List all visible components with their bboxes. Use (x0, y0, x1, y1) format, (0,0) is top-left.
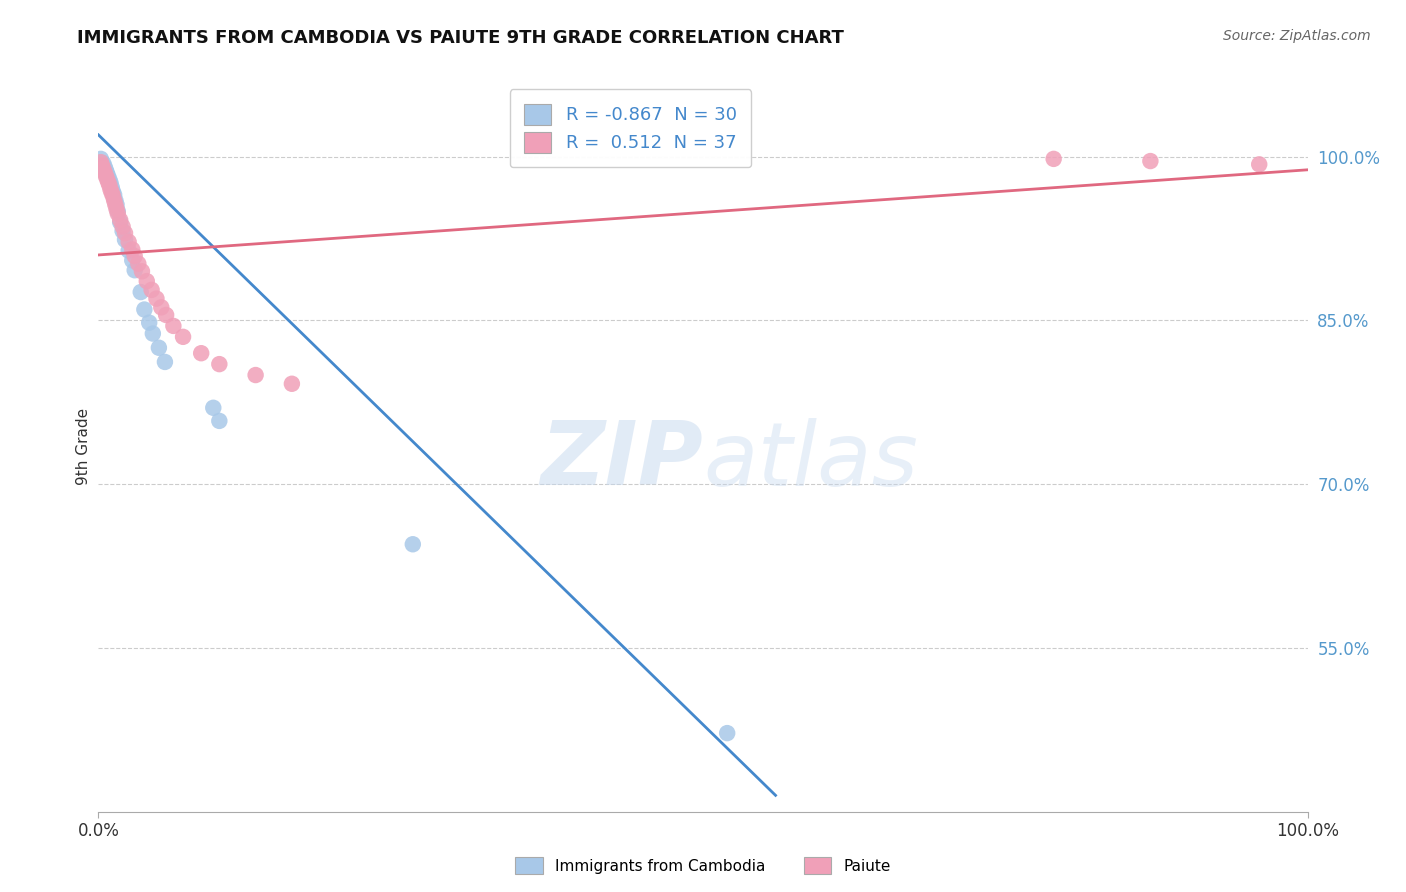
Point (111, 219, 134, 234)
Point (148, 341, 170, 355)
Text: ZIP: ZIP (540, 417, 703, 504)
Point (96, 171, 118, 186)
Point (108, 213, 131, 227)
Point (150, 301, 173, 315)
Point (96, 166, 118, 180)
Point (141, 283, 163, 297)
Point (190, 346, 212, 360)
Point (281, 376, 304, 391)
Point (91, 156, 114, 170)
Point (114, 233, 136, 247)
Point (100, 180, 122, 194)
Legend: Immigrants from Cambodia, Paiute: Immigrants from Cambodia, Paiute (509, 851, 897, 880)
Point (105, 198, 128, 212)
Point (104, 198, 127, 212)
Point (100, 176, 122, 190)
Point (208, 357, 231, 371)
Point (114, 226, 136, 240)
Point (101, 185, 124, 199)
Point (145, 292, 167, 306)
Point (153, 355, 176, 369)
Y-axis label: 9th Grade: 9th Grade (76, 408, 91, 484)
Point (101, 189, 124, 203)
Text: atlas: atlas (703, 417, 918, 504)
Legend: R = -0.867  N = 30, R =  0.512  N = 37: R = -0.867 N = 30, R = 0.512 N = 37 (510, 89, 751, 167)
Point (1249, 157, 1271, 171)
Point (121, 253, 143, 268)
Point (103, 194, 125, 208)
Point (134, 302, 156, 317)
Point (108, 215, 131, 229)
Point (105, 202, 128, 216)
Point (208, 414, 231, 428)
Point (107, 204, 129, 219)
Point (94, 168, 117, 182)
Point (103, 188, 125, 202)
Point (100, 186, 122, 200)
Point (97, 175, 120, 189)
Point (202, 401, 225, 415)
Point (245, 368, 267, 382)
Point (135, 274, 157, 288)
Point (93, 165, 115, 179)
Point (94, 162, 117, 177)
Point (129, 285, 152, 299)
Point (97, 169, 120, 184)
Point (402, 537, 425, 551)
Text: IMMIGRANTS FROM CAMBODIA VS PAIUTE 9TH GRADE CORRELATION CHART: IMMIGRANTS FROM CAMBODIA VS PAIUTE 9TH G… (77, 29, 844, 46)
Point (118, 235, 141, 249)
Point (127, 257, 149, 271)
Point (93, 160, 115, 174)
Point (90, 152, 112, 166)
Text: Source: ZipAtlas.com: Source: ZipAtlas.com (1223, 29, 1371, 43)
Point (138, 316, 160, 330)
Point (124, 263, 146, 277)
Point (107, 206, 129, 220)
Point (131, 264, 153, 278)
Point (111, 224, 134, 238)
Point (100, 182, 122, 196)
Point (142, 326, 165, 341)
Point (91, 158, 114, 172)
Point (155, 308, 177, 322)
Point (716, 726, 738, 740)
Point (118, 244, 141, 258)
Point (162, 318, 184, 333)
Point (104, 194, 127, 208)
Point (121, 243, 143, 257)
Point (124, 249, 146, 263)
Point (1042, 152, 1064, 166)
Point (90, 155, 112, 169)
Point (98, 172, 121, 186)
Point (1139, 154, 1161, 169)
Point (91, 161, 114, 176)
Point (98, 178, 121, 192)
Point (172, 330, 194, 344)
